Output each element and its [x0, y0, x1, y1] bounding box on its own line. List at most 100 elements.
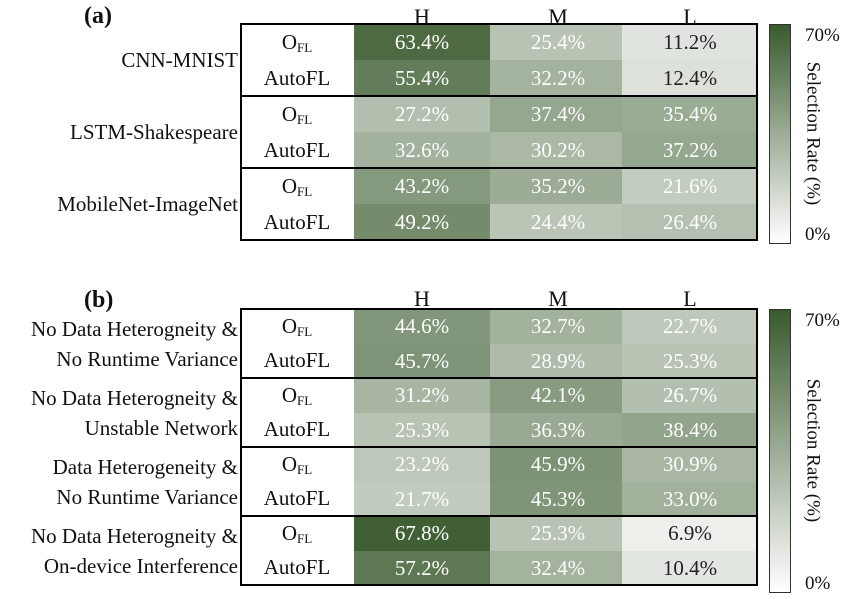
heatmap-cell: 32.4% [490, 550, 626, 585]
heatmap-cell: 31.2% [354, 378, 490, 413]
row-label: OFL [240, 451, 354, 480]
row-label-subscript: FL [297, 392, 313, 408]
row-label-subscript: FL [297, 183, 313, 199]
heatmap-cell: 28.9% [490, 343, 626, 378]
row-label: OFL [240, 175, 354, 202]
heatmap-cell: 23.2% [354, 447, 490, 482]
group-separator [240, 95, 758, 97]
column-header: H [414, 286, 430, 311]
group-label-line: On-device Interference [43, 553, 238, 578]
row-label: OFL [240, 101, 354, 130]
heatmap-cell: 21.6% [622, 168, 758, 204]
group-separator [240, 167, 758, 169]
row-label-text: AutoFL [263, 486, 331, 511]
panel-label: (a) [84, 3, 112, 29]
group-label: Data Heterogeneity & No Runtime Variance [53, 452, 238, 512]
row-label: AutoFL [240, 67, 354, 89]
row-label: AutoFL [240, 419, 354, 440]
group-label-line: No Runtime Variance [56, 346, 238, 371]
heatmap-cell: 45.3% [490, 481, 626, 516]
heatmap-cell: 25.3% [490, 516, 626, 551]
column-header: L [683, 286, 697, 311]
colorbar-title: Selection Rate (%) [802, 378, 824, 523]
row-label-subscript: FL [297, 530, 313, 546]
row-label-text: O [281, 313, 297, 338]
heatmap-cell: 32.7% [490, 309, 626, 344]
heatmap-cell: 25.3% [622, 343, 758, 378]
row-label-text: AutoFL [263, 137, 331, 162]
heatmap-cell: 37.4% [490, 96, 626, 132]
heatmap-cell: 42.1% [490, 378, 626, 413]
group-label-line: No Data Heterogneity & [30, 385, 238, 410]
heatmap-cell: 12.4% [622, 60, 758, 96]
group-label-line: Data Heterogeneity & [52, 454, 238, 479]
colorbar-min-label: 0% [805, 573, 831, 594]
heatmap-cell: 25.3% [354, 412, 490, 447]
row-label-subscript: FL [297, 111, 313, 127]
row-label: OFL [240, 29, 354, 58]
colorbar-min-label: 0% [805, 224, 831, 245]
heatmap-border [240, 308, 758, 586]
row-label: AutoFL [240, 209, 354, 234]
heatmap-cell: 35.4% [622, 96, 758, 132]
row-label-text: AutoFL [263, 209, 331, 234]
heatmap-cell: 6.9% [622, 516, 758, 551]
heatmap-cell: 49.2% [354, 204, 490, 240]
group-label: LSTM-Shakespeare [70, 117, 238, 147]
heatmap-cell: 30.9% [622, 447, 758, 482]
colorbar [769, 24, 791, 244]
heatmap-cell: 45.7% [354, 343, 490, 378]
heatmap-cell: 26.4% [622, 204, 758, 240]
row-label-text: O [281, 101, 297, 126]
heatmap-cell: 33.0% [622, 481, 758, 516]
group-label: CNN-MNIST [121, 45, 238, 75]
row-label-text: O [281, 451, 297, 476]
row-label: AutoFL [240, 137, 354, 162]
heatmap-cell: 21.7% [354, 481, 490, 516]
heatmap-cell: 38.4% [622, 412, 758, 447]
column-header: M [548, 4, 568, 29]
colorbar-max-label: 70% [805, 25, 840, 46]
heatmap-cell: 63.4% [354, 24, 490, 60]
column-header: H [414, 4, 430, 29]
row-label-text: AutoFL [263, 348, 331, 373]
row-label: AutoFL [240, 350, 354, 371]
heatmap-cell: 32.2% [490, 60, 626, 96]
colorbar [769, 309, 791, 593]
row-label-subscript: FL [297, 323, 313, 339]
heatmap-cell: 26.7% [622, 378, 758, 413]
row-label-text: AutoFL [263, 555, 331, 580]
group-label-line: CNN-MNIST [121, 48, 238, 72]
heatmap-border [240, 23, 758, 241]
row-label-subscript: FL [297, 461, 313, 477]
row-label: OFL [240, 313, 354, 342]
row-label-text: AutoFL [263, 417, 331, 442]
heatmap-cell: 25.4% [490, 24, 626, 60]
row-label-text: O [281, 382, 297, 407]
group-label-line: No Data Heterogneity & [30, 316, 238, 341]
row-label: OFL [240, 520, 354, 549]
heatmap-cell: 27.2% [354, 96, 490, 132]
row-label-text: O [281, 29, 297, 54]
group-label-line: Unstable Network [84, 415, 238, 440]
group-label-line: LSTM-Shakespeare [70, 120, 238, 144]
row-label: AutoFL [240, 488, 354, 509]
row-label-text: O [281, 520, 297, 545]
heatmap-cell: 35.2% [490, 168, 626, 204]
heatmap-cell: 45.9% [490, 447, 626, 482]
heatmap-cell: 37.2% [622, 132, 758, 168]
group-label: No Data Heterogneity & No Runtime Varianc… [31, 314, 238, 374]
group-label: No Data Heterogneity & Unstable Network [31, 383, 238, 443]
heatmap-cell: 55.4% [354, 60, 490, 96]
heatmap-cell: 30.2% [490, 132, 626, 168]
heatmap-cell: 67.8% [354, 516, 490, 551]
heatmap-cell: 10.4% [622, 550, 758, 585]
group-label-line: No Runtime Variance [56, 484, 238, 509]
colorbar-title: Selection Rate (%) [802, 61, 824, 206]
heatmap-cell: 36.3% [490, 412, 626, 447]
group-label: No Data Heterogneity & On-device Interfer… [31, 521, 238, 581]
panel-label: (b) [84, 287, 114, 313]
colorbar-max-label: 70% [805, 310, 840, 331]
group-label: MobileNet-ImageNet [57, 189, 238, 219]
column-header: M [548, 286, 568, 311]
